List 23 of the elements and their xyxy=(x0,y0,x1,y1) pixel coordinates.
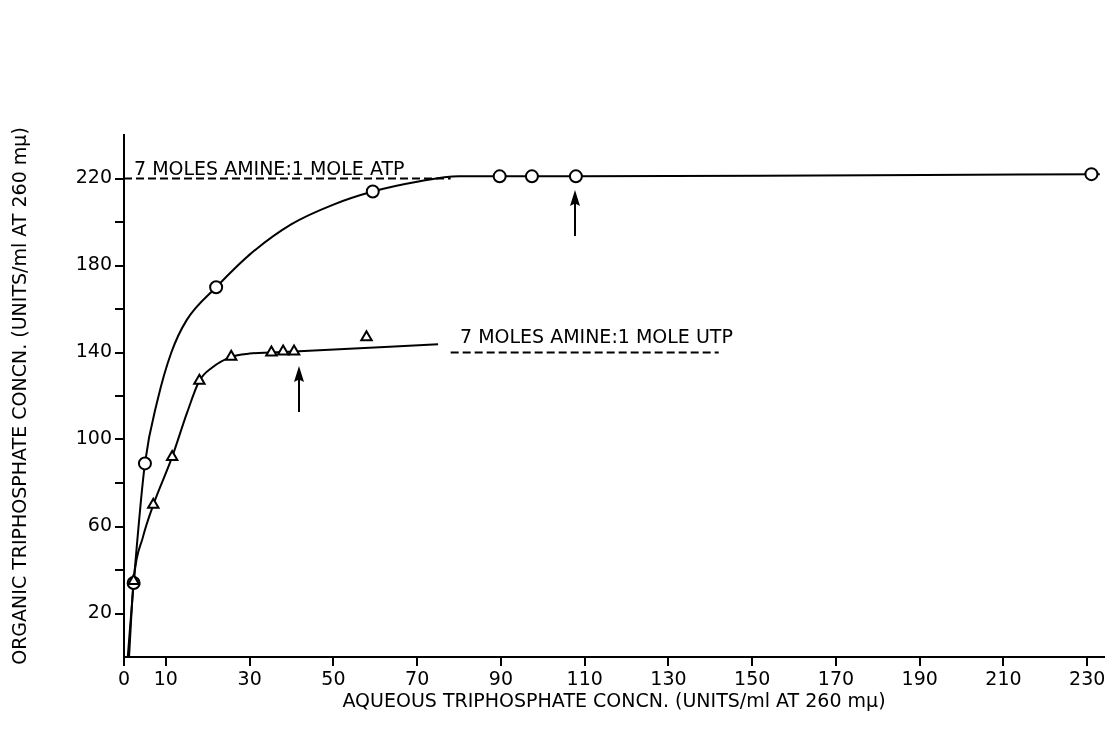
x-tick-label: 170 xyxy=(817,667,855,690)
x-tick-label: 90 xyxy=(488,667,514,690)
x-axis-title: AQUEOUS TRIPHOSPHATE CONCN. (UNITS/ml AT 260 mμ) xyxy=(342,688,886,711)
y-tick-label: 140 xyxy=(75,339,112,362)
annotation: 7 MOLES AMINE:1 MOLE UTP xyxy=(460,325,733,348)
x-tick-label: 230 xyxy=(1069,667,1106,690)
x-tick-label: 50 xyxy=(321,667,346,690)
x-tick-label: 0 xyxy=(117,667,131,690)
x-tick-label: 130 xyxy=(650,667,687,690)
y-tick-label: 100 xyxy=(75,426,112,449)
y-tick-label: 220 xyxy=(75,165,112,188)
x-tick-label: 30 xyxy=(237,667,262,690)
x-tick-label: 150 xyxy=(734,667,771,690)
y-tick-label: 180 xyxy=(75,252,112,275)
x-tick-label: 190 xyxy=(901,667,938,690)
x-tick-label: 110 xyxy=(566,667,603,690)
x-tick-label: 210 xyxy=(985,667,1022,690)
y-axis-title: ORGANIC TRIPHOSPHATE CONCN. (UNITS/ml AT 260 mμ) xyxy=(8,127,31,665)
x-tick-label: 10 xyxy=(153,667,178,690)
annotation: 7 MOLES AMINE:1 MOLE ATP xyxy=(134,157,405,180)
y-tick-label: 20 xyxy=(87,600,112,623)
y-tick-label: 60 xyxy=(87,513,112,536)
x-tick-label: 70 xyxy=(405,667,430,690)
